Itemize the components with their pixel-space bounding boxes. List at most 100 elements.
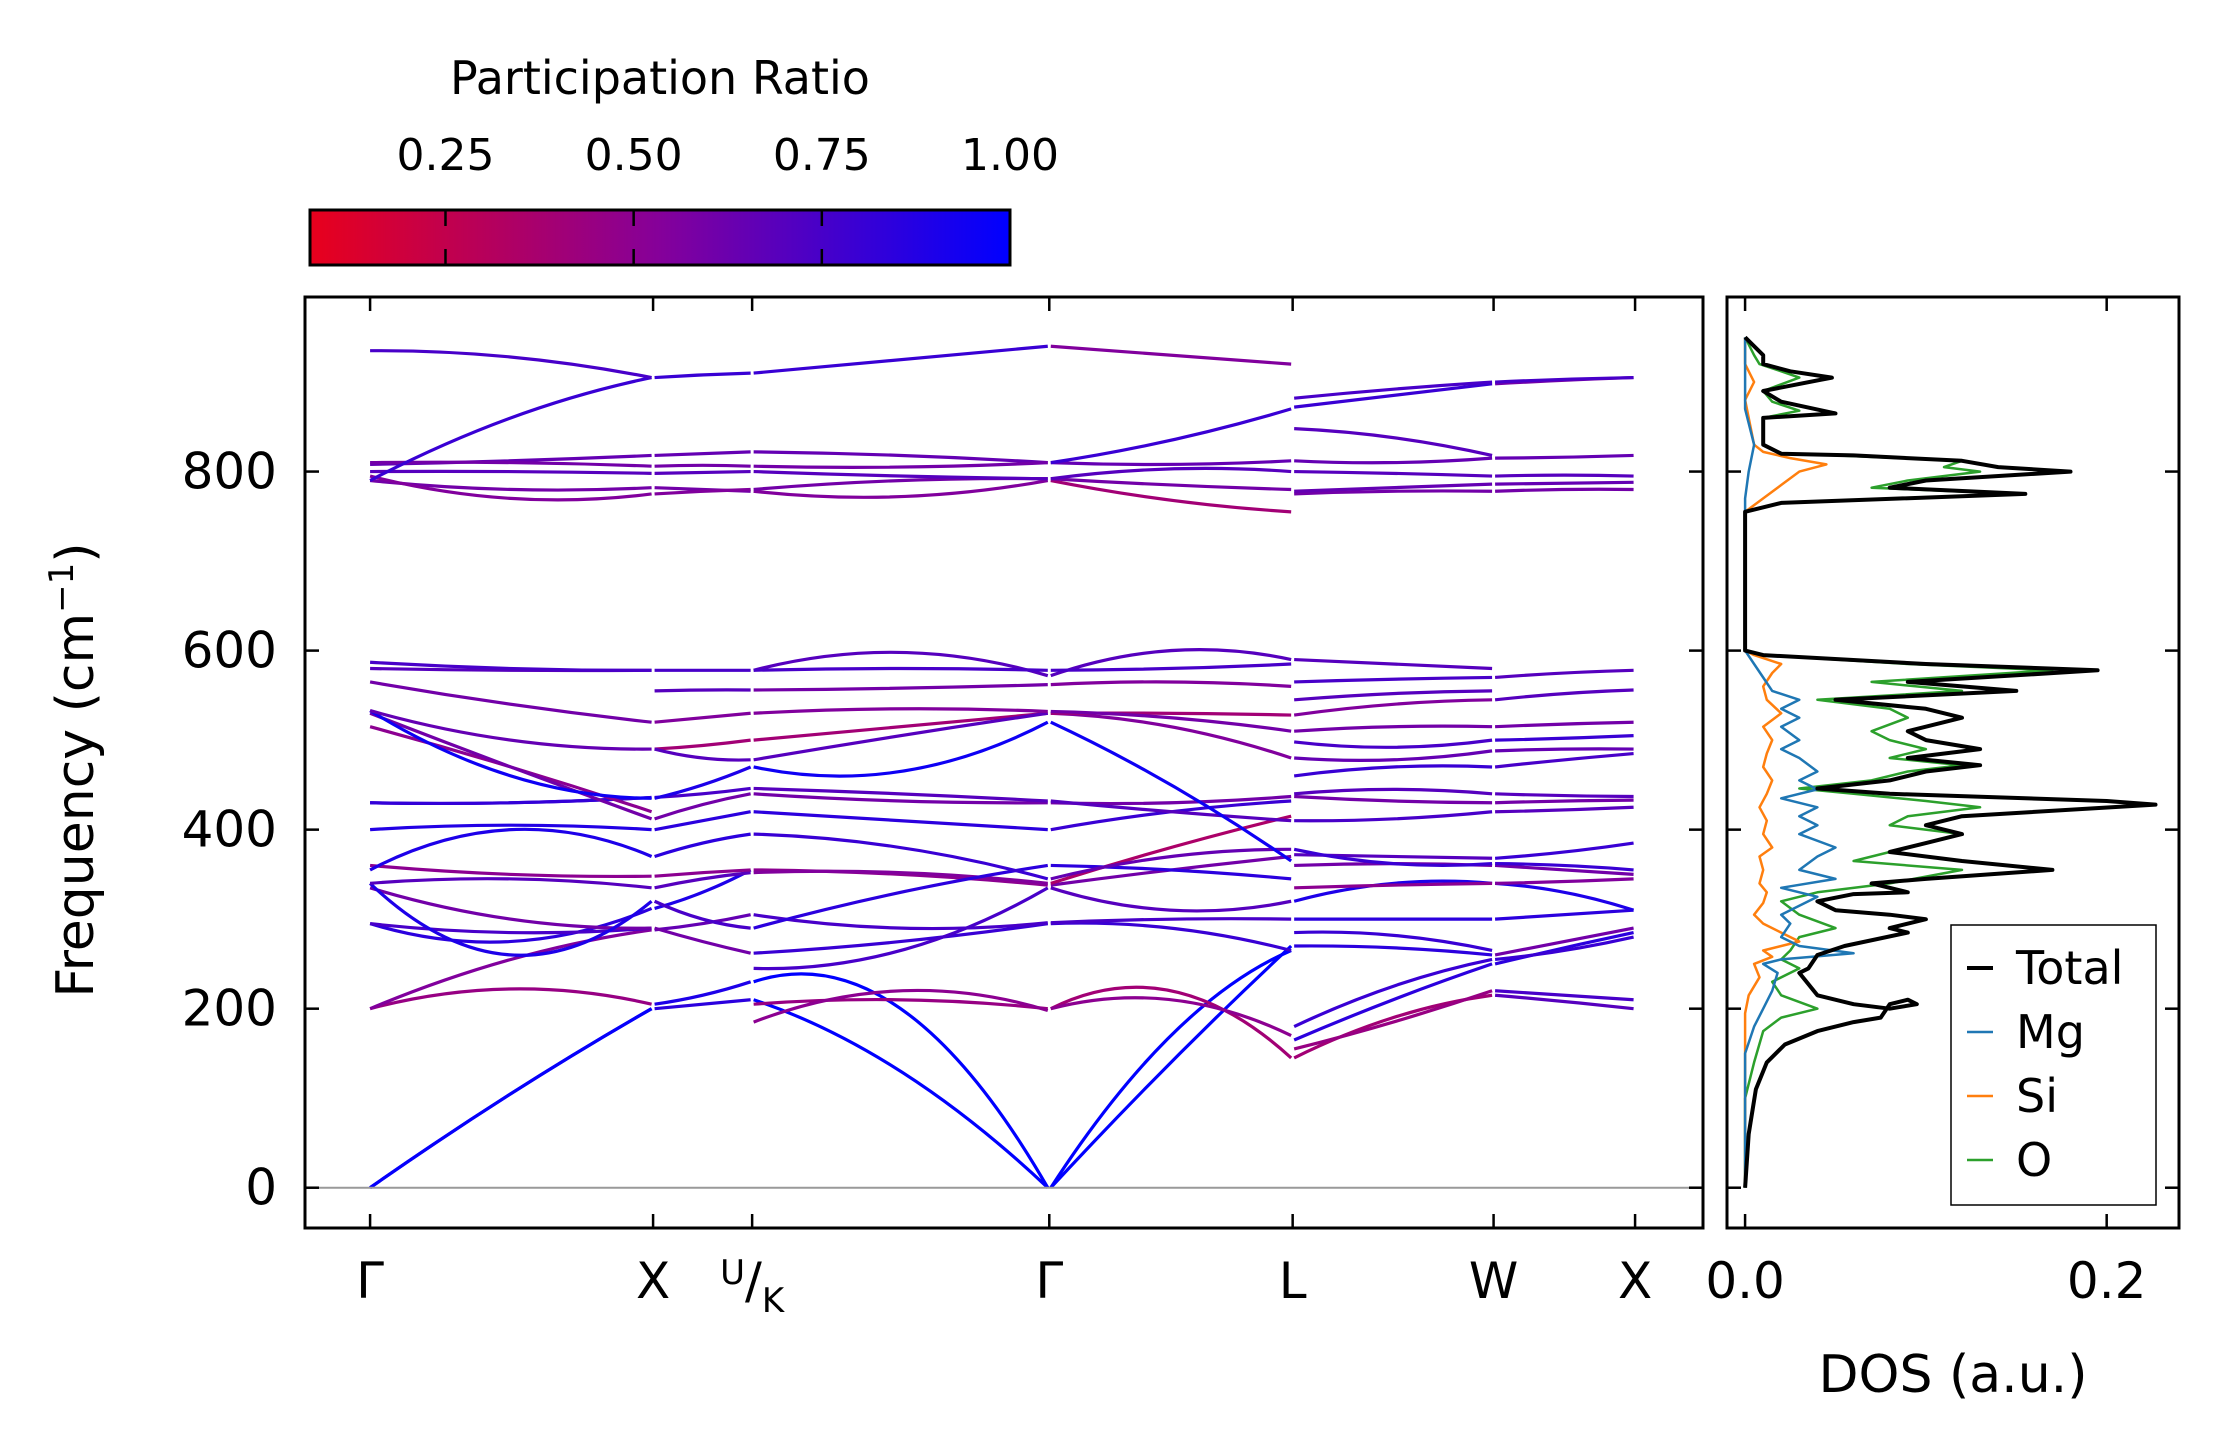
band-line xyxy=(753,450,1048,465)
band-line xyxy=(1494,931,1634,966)
band-line xyxy=(753,832,1049,881)
band-line xyxy=(753,650,1049,678)
band-line xyxy=(1050,648,1292,678)
dos-y-ticks xyxy=(1727,470,2179,1189)
band-x-tick-label: W xyxy=(1469,1252,1518,1310)
band-line xyxy=(369,922,652,935)
band-line xyxy=(753,683,1048,692)
band-line xyxy=(1050,921,1292,953)
band-line xyxy=(1494,668,1634,680)
band-axes-frame xyxy=(303,295,1705,1230)
band-line xyxy=(1050,863,1292,881)
band-line xyxy=(1494,688,1634,702)
band-y-tick-label: 800 xyxy=(182,443,277,501)
band-line xyxy=(1294,810,1493,823)
band-x-tick-label-lower: K xyxy=(762,1281,786,1321)
band-line xyxy=(654,688,751,693)
band-line xyxy=(1494,926,1634,957)
colorbar-bar xyxy=(308,208,1012,267)
band-line xyxy=(1294,787,1493,796)
band-line xyxy=(1293,764,1493,778)
band-line xyxy=(1050,680,1292,689)
band-line xyxy=(654,469,751,475)
band-line xyxy=(654,450,751,458)
band-line xyxy=(369,827,653,872)
band-line xyxy=(1495,798,1634,805)
band-x-tick-label: X xyxy=(1618,1252,1652,1310)
band-line xyxy=(1294,456,1493,465)
band-line xyxy=(654,738,751,751)
band-line xyxy=(1494,993,1634,1011)
band-line xyxy=(1495,720,1634,729)
band-line xyxy=(753,720,1049,778)
band-line xyxy=(753,666,1048,672)
band-line xyxy=(1050,996,1292,1037)
band-line xyxy=(369,987,652,1011)
band-line xyxy=(1294,881,1493,890)
band-line xyxy=(369,863,652,879)
band-line xyxy=(1494,935,1634,962)
band-line xyxy=(753,786,1048,803)
dos-line-mg xyxy=(1743,337,1855,1188)
band-y-tick-label: 200 xyxy=(182,980,277,1038)
band-line xyxy=(369,823,652,832)
band-line xyxy=(1293,382,1493,409)
band-line xyxy=(1294,724,1493,733)
colorbar-tick-label: 0.25 xyxy=(396,130,494,181)
band-line xyxy=(1294,930,1493,953)
band-y-axis-label-main: Frequency (cm xyxy=(46,613,106,998)
colorbar-ticks xyxy=(444,210,824,265)
band-x-tick-label-slash: / xyxy=(745,1252,762,1310)
band-line xyxy=(753,988,1049,1024)
band-line xyxy=(369,680,652,724)
dos-x-tick-label: 0.2 xyxy=(2067,1252,2147,1310)
band-line xyxy=(1495,487,1634,493)
colorbar-tick-label: 0.50 xyxy=(585,130,683,181)
colorbar-tick-labels: 0.25 0.50 0.75 1.00 xyxy=(396,130,1058,181)
phonon-bands xyxy=(368,344,1635,1190)
band-line xyxy=(1495,862,1634,872)
band-line xyxy=(369,709,652,751)
band-line xyxy=(1293,962,1493,1042)
dos-x-axis: 0.0 0.2 xyxy=(1705,297,2146,1310)
band-line xyxy=(1294,469,1493,478)
band-line xyxy=(369,660,652,672)
band-line xyxy=(369,474,652,502)
band-line xyxy=(1050,985,1293,1060)
band-x-tick-label: U/K xyxy=(720,1252,786,1321)
band-line xyxy=(1050,917,1292,925)
band-line xyxy=(1050,886,1292,913)
band-line xyxy=(1294,944,1493,957)
band-y-tick-label: 400 xyxy=(182,801,277,859)
band-line xyxy=(654,868,751,878)
band-line xyxy=(654,792,751,821)
band-x-tick-label: Γ xyxy=(356,1252,384,1310)
band-x-tick-label-upper: U xyxy=(720,1253,745,1293)
band-line xyxy=(1495,453,1634,460)
band-x-axis: Γ X U/K Γ L W X xyxy=(356,297,1652,1321)
band-line xyxy=(1050,814,1292,885)
band-line xyxy=(369,1007,653,1190)
band-line xyxy=(1050,799,1292,823)
band-line xyxy=(1293,989,1493,1051)
dos-line-si xyxy=(1743,337,1828,1188)
band-y-tick-label: 600 xyxy=(182,622,277,680)
band-line xyxy=(1495,792,1634,799)
band-y-tick-label: 0 xyxy=(245,1159,277,1217)
dos-x-tick-label: 0.0 xyxy=(1705,1252,1785,1310)
band-line xyxy=(654,926,751,955)
band-line xyxy=(1294,426,1493,458)
band-line xyxy=(1293,957,1493,1029)
band-line xyxy=(369,928,652,1011)
band-line xyxy=(1294,689,1493,702)
band-line xyxy=(753,998,1049,1189)
band-line xyxy=(370,469,652,475)
band-line xyxy=(1494,908,1634,921)
band-line xyxy=(1293,738,1493,749)
band-line xyxy=(654,871,751,890)
band-line xyxy=(654,765,752,800)
band-line xyxy=(654,371,751,380)
dos-legend: Total Mg Si O xyxy=(1950,924,2157,1206)
band-line xyxy=(1494,881,1635,912)
